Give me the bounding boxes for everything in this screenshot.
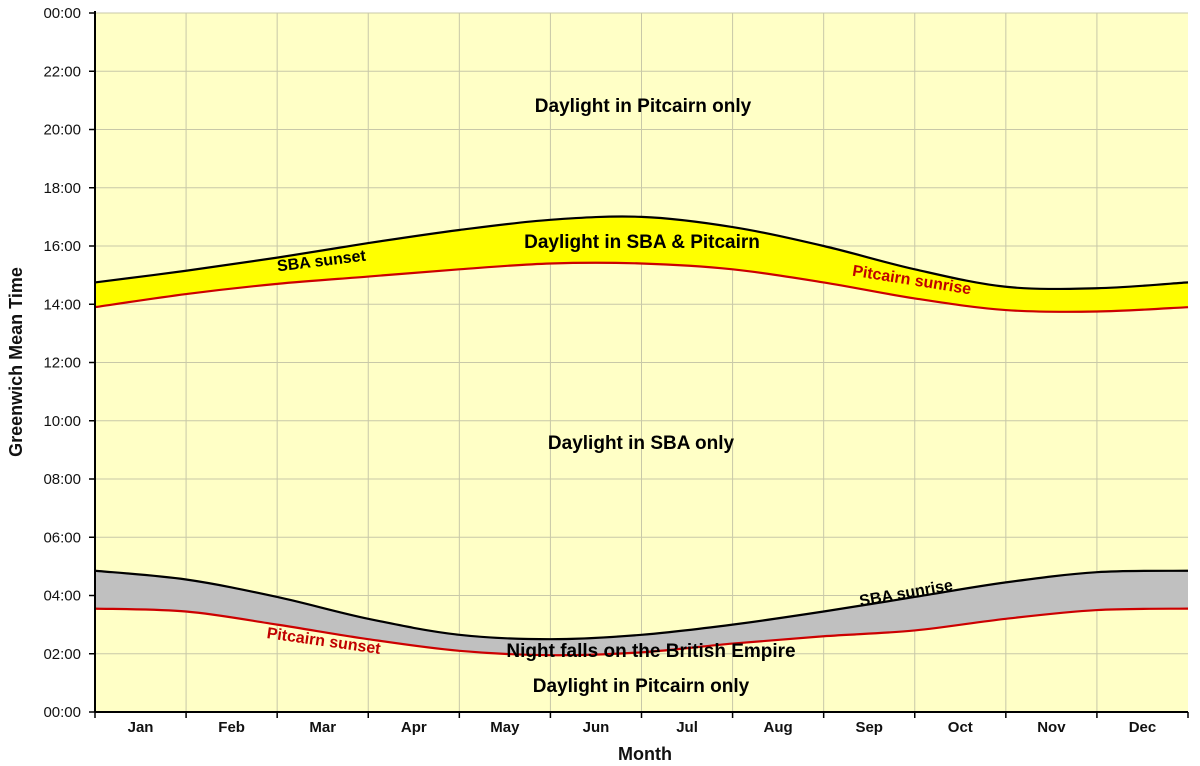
- y-tick-label: 08:00: [43, 471, 81, 488]
- label-daylight-pitcairn-bottom: Daylight in Pitcairn only: [533, 676, 750, 697]
- series-lines: [94, 215, 1189, 657]
- series-line-sba-sunrise: [94, 569, 1189, 641]
- y-tick-label: 02:00: [43, 646, 81, 663]
- label-daylight-sba: Daylight in SBA only: [548, 433, 735, 454]
- label-daylight-both: Daylight in SBA & Pitcairn: [524, 232, 760, 253]
- overlap-daylight-band: [95, 216, 1188, 312]
- x-tick-label: Feb: [218, 719, 245, 736]
- y-tick-label: 04:00: [43, 588, 81, 605]
- label-night-falls: Night falls on the British Empire: [506, 641, 795, 662]
- label-daylight-pitcairn-top: Daylight in Pitcairn only: [535, 96, 752, 117]
- x-tick-label: Apr: [401, 719, 427, 736]
- x-tick-label: Nov: [1037, 719, 1066, 736]
- gridlines: [95, 12, 1188, 713]
- y-tick-label: 06:00: [43, 529, 81, 546]
- x-tick-label: Dec: [1129, 719, 1157, 736]
- y-tick-label: 20:00: [43, 122, 81, 139]
- y-tick-labels: 00:00 02:00 04:00 06:00 08:00 10:00 12:00 14:00…: [43, 5, 81, 721]
- x-axis-title: Month: [618, 744, 672, 764]
- night-band: [95, 570, 1188, 656]
- x-tick-label: Mar: [309, 719, 336, 736]
- y-tick-label: 16:00: [43, 238, 81, 255]
- y-tick-label: 22:00: [43, 63, 81, 80]
- series-line-pitcairn-sunset: [94, 607, 1189, 657]
- x-tick-labels: Jan Feb Mar Apr May Jun Jul Aug Sep Oct Nov Dec: [128, 719, 1157, 736]
- x-tick-label: Aug: [764, 719, 793, 736]
- x-tick-label: Sep: [855, 719, 883, 736]
- y-tick-label: 00:00: [43, 5, 81, 22]
- axes: [89, 11, 1189, 718]
- y-tick-label: 14:00: [43, 296, 81, 313]
- y-tick-label: 00:00: [43, 704, 81, 721]
- series-line-pitcairn-sunrise: [94, 261, 1189, 313]
- x-tick-label: Jun: [583, 719, 610, 736]
- y-tick-label: 10:00: [43, 413, 81, 430]
- x-tick-label: Oct: [948, 719, 973, 736]
- y-axis-title: Greenwich Mean Time: [6, 267, 26, 457]
- x-tick-label: May: [490, 719, 520, 736]
- y-tick-label: 12:00: [43, 355, 81, 372]
- series-line-sba-sunset: [94, 215, 1189, 291]
- x-tick-label: Jul: [676, 719, 698, 736]
- x-tick-label: Jan: [128, 719, 154, 736]
- y-tick-label: 18:00: [43, 180, 81, 197]
